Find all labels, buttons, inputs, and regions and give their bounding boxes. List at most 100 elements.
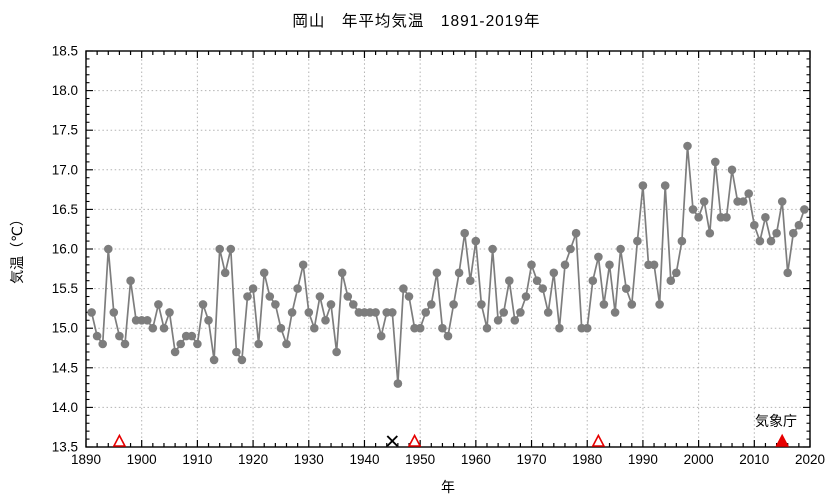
data-point: [193, 339, 202, 349]
data-point: [466, 276, 475, 286]
data-point: [605, 260, 614, 270]
data-point: [543, 308, 553, 317]
data-point: [766, 236, 776, 246]
data-point: [594, 252, 603, 262]
x-tick-label: 2020: [795, 452, 825, 467]
y-tick-label: 17.5: [52, 123, 78, 138]
data-point: [789, 228, 798, 238]
chart-title: 岡山 年平均気温 1891-2019年: [292, 13, 541, 30]
data-point: [170, 347, 180, 357]
data-point: [666, 276, 676, 286]
data-point: [237, 355, 247, 365]
relocation-marker-open-triangle: [112, 433, 127, 447]
data-point: [226, 244, 236, 254]
y-tick-label: 14.0: [52, 400, 78, 415]
data-point: [438, 323, 447, 333]
data-point: [265, 292, 275, 301]
data-point: [521, 292, 531, 301]
data-point: [287, 308, 297, 317]
data-point: [443, 331, 453, 341]
data-point: [449, 300, 458, 309]
data-point: [738, 197, 748, 206]
data-point: [772, 228, 781, 238]
data-point: [499, 308, 509, 317]
x-tick-label: 1960: [461, 452, 491, 467]
source-label: 気象庁: [755, 413, 797, 429]
data-point: [505, 276, 514, 286]
data-point: [527, 260, 536, 270]
data-point: [627, 300, 637, 309]
data-point: [599, 300, 609, 309]
data-point: [143, 316, 152, 325]
relocation-marker-filled-triangle: [775, 433, 789, 447]
x-tick-label: 1930: [294, 452, 324, 467]
data-point: [488, 244, 497, 254]
data-point: [683, 141, 692, 151]
data-point: [699, 197, 709, 206]
data-point: [293, 284, 302, 293]
data-point: [204, 316, 213, 325]
data-point: [454, 268, 464, 278]
data-point: [794, 220, 804, 230]
data-point: [87, 308, 96, 317]
x-tick-label: 1990: [628, 452, 658, 467]
data-point: [761, 213, 770, 222]
y-tick-label: 14.5: [52, 360, 78, 375]
data-point: [321, 316, 330, 325]
data-point: [332, 347, 341, 357]
data-point: [393, 379, 403, 388]
data-point: [621, 284, 631, 293]
data-point: [566, 244, 575, 254]
y-tick-label: 18.5: [52, 44, 78, 59]
data-point: [510, 316, 520, 325]
data-point: [109, 308, 119, 317]
data-point: [126, 276, 135, 286]
data-point: [588, 276, 598, 286]
data-point: [638, 181, 648, 190]
data-point: [777, 197, 787, 206]
y-tick-label: 13.5: [52, 440, 78, 455]
x-tick-label: 1890: [71, 452, 101, 467]
data-point: [415, 323, 425, 333]
x-tick-label: 1980: [572, 452, 602, 467]
y-tick-label: 15.5: [52, 281, 78, 296]
data-point: [571, 228, 581, 238]
data-point: [404, 292, 414, 301]
data-point: [376, 331, 386, 341]
y-tick-label: 18.0: [52, 83, 78, 98]
x-tick-label: 1920: [238, 452, 268, 467]
missing-data-cross: [386, 435, 398, 447]
data-point: [154, 300, 163, 309]
data-point: [298, 260, 308, 270]
data-point: [493, 316, 503, 325]
relocation-marker-open-triangle: [591, 433, 606, 447]
data-point: [399, 284, 408, 293]
data-point: [560, 260, 570, 270]
data-point: [727, 165, 737, 175]
data-point: [783, 268, 792, 278]
data-point: [337, 268, 347, 278]
data-point: [421, 308, 431, 317]
x-tick-label: 1910: [182, 452, 212, 467]
data-point: [349, 300, 358, 309]
data-point: [282, 339, 291, 349]
data-point: [633, 236, 642, 246]
data-point: [388, 308, 397, 317]
data-point: [711, 157, 720, 167]
data-point: [248, 284, 258, 293]
data-point: [549, 268, 559, 278]
data-point: [688, 205, 698, 214]
data-point: [271, 300, 280, 309]
data-point: [694, 213, 703, 222]
data-point: [582, 323, 592, 333]
data-point: [755, 236, 765, 246]
data-point: [315, 292, 325, 301]
data-point: [471, 236, 481, 246]
data-point: [705, 228, 715, 238]
relocation-marker-open-triangle: [407, 433, 422, 447]
data-point: [722, 213, 731, 222]
data-point: [616, 244, 625, 254]
data-point: [198, 300, 208, 309]
